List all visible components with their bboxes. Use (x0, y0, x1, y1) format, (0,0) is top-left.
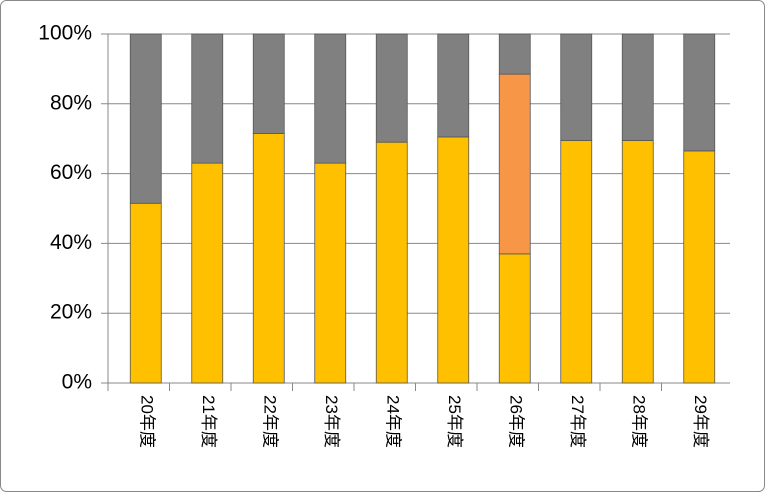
bar-segment (129, 33, 162, 204)
x-tick-label: 27年度 (568, 395, 587, 448)
x-tick-label: 21年度 (199, 395, 218, 448)
x-tick-label: 23年度 (322, 395, 341, 448)
bar-segment (683, 33, 716, 152)
x-tick-label: 26年度 (506, 395, 525, 448)
bar-segment (375, 141, 408, 384)
x-tick-label: 20年度 (137, 395, 156, 448)
bar-segment (191, 162, 224, 384)
bar-segment (560, 140, 593, 384)
bar-segment (129, 202, 162, 384)
bar-segment (252, 33, 285, 134)
x-tick-label: 22年度 (260, 395, 279, 448)
y-tick-label: 0% (62, 371, 92, 394)
x-tick-label: 28年度 (629, 395, 648, 448)
y-tick-label: 80% (50, 91, 92, 114)
bar-segment (621, 140, 654, 384)
bar-segment (683, 150, 716, 384)
bar-segment (560, 33, 593, 141)
bar-segment (621, 33, 654, 141)
bar-segment (498, 33, 531, 75)
x-tick-label: 29年度 (691, 395, 710, 448)
bar-segment (498, 253, 531, 384)
x-tick-label: 25年度 (445, 395, 464, 448)
x-tick-label: 24年度 (383, 395, 402, 448)
bar-segment (314, 33, 347, 164)
y-tick-label: 20% (50, 301, 92, 324)
bar-segment (375, 33, 408, 143)
y-tick-label: 40% (50, 231, 92, 254)
bar-segment (437, 136, 470, 384)
bar-segment (252, 133, 285, 384)
y-tick-label: 100% (38, 22, 92, 45)
bar-segment (314, 162, 347, 384)
bar-segment (191, 33, 224, 164)
bar-segment (437, 33, 470, 138)
bar-segment (498, 73, 531, 255)
y-tick-label: 60% (50, 161, 92, 184)
